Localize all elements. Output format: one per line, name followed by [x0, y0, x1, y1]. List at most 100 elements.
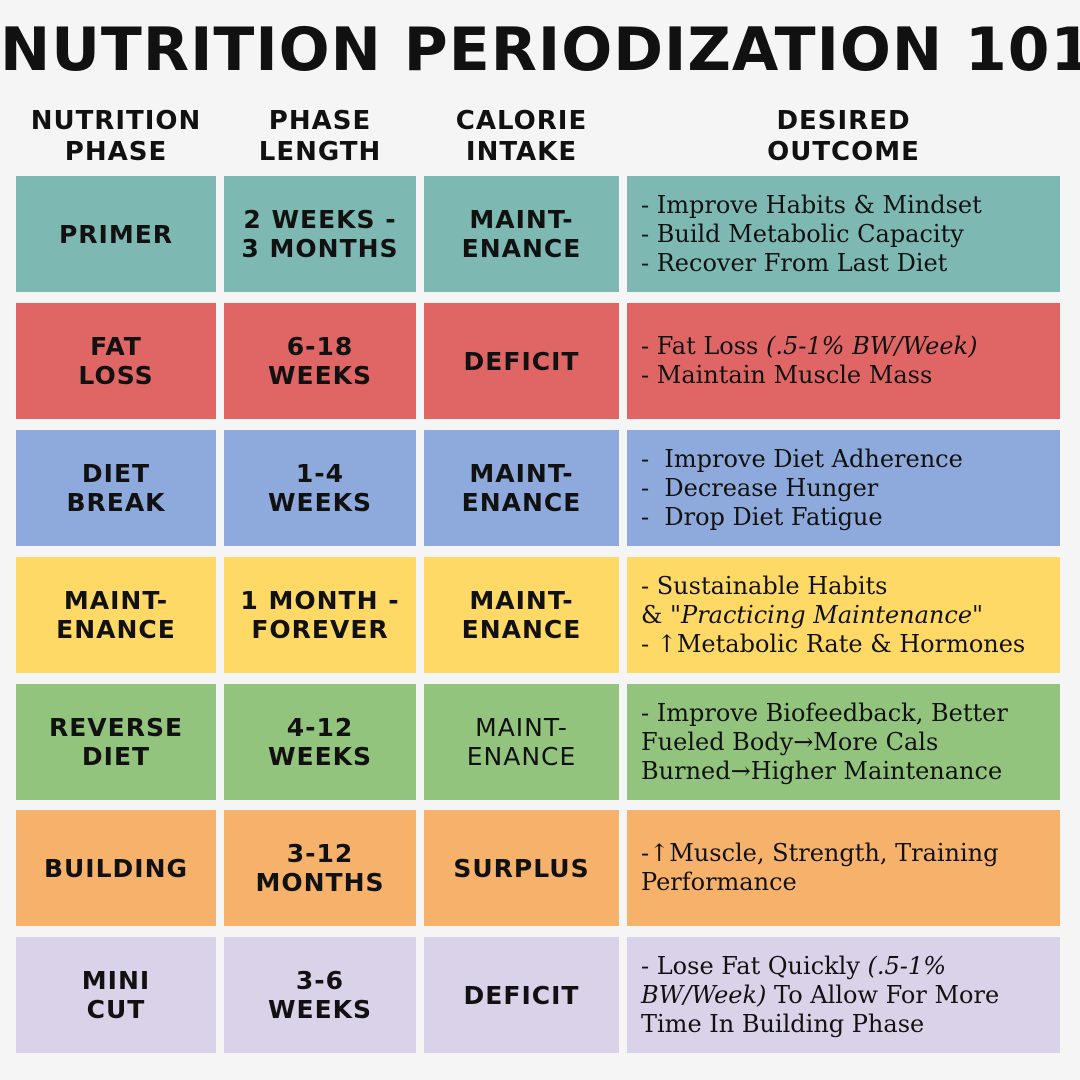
outcome-line: - Improve Habits & Mindset [641, 191, 982, 220]
outcome-text: - Improve Biofeedback, Better [641, 698, 1008, 727]
phase-cell: DIET BREAK [16, 430, 216, 546]
outcome-line: - Build Metabolic Capacity [641, 220, 964, 249]
phase-cell: MINI CUT [16, 937, 216, 1053]
outcome-text: Performance [641, 868, 797, 896]
outcome-text: Burned→Higher Maintenance [641, 756, 1003, 785]
phase-line: BUILDING [43, 853, 189, 883]
intake-line: ENANCE [466, 742, 577, 771]
outcome-text: - Decrease Hunger [641, 473, 879, 502]
length-line: 3-6 [295, 966, 345, 995]
phase-cell: FAT LOSS [16, 303, 216, 419]
length-cell: 6-18 WEEKS [224, 303, 416, 419]
length-line: FOREVER [251, 615, 389, 644]
phase-line: MINI [81, 966, 151, 995]
length-line: 3-12 [286, 839, 354, 868]
outcome-text: - Fat Loss [641, 332, 766, 360]
phase-line: BREAK [66, 488, 166, 517]
header-line: NUTRITION [30, 106, 202, 136]
outcome-line: BW/Week) To Allow For More [641, 981, 999, 1010]
header-phase: NUTRITION PHASE [16, 102, 216, 172]
intake-line: MAINT- [469, 205, 574, 234]
length-cell: 1-4 WEEKS [224, 430, 416, 546]
intake-cell: MAINT- ENANCE [424, 684, 619, 800]
outcome-line: - Drop Diet Fatigue [641, 503, 883, 532]
outcome-italic-text: (.5-1% [867, 951, 946, 980]
intake-line: MAINT- [469, 459, 574, 488]
outcome-line: - Fat Loss (.5-1% BW/Week) [641, 332, 978, 361]
outcome-line: Time In Building Phase [641, 1010, 924, 1039]
length-line: WEEKS [267, 995, 373, 1024]
outcome-text: Fueled Body→More Cals [641, 727, 939, 756]
outcome-text: - Recover From Last Diet [641, 248, 948, 277]
page-title: NUTRITION PERIODIZATION 101 [0, 15, 1080, 85]
intake-cell: DEFICIT [424, 303, 619, 419]
intake-line: ENANCE [461, 615, 582, 644]
outcome-text: To Allow For More [766, 980, 1000, 1009]
phase-cell: PRIMER [16, 176, 216, 292]
outcome-italic-text: (.5-1% BW/Week) [766, 332, 978, 360]
header-outcome: DESIRED OUTCOME [627, 102, 1060, 172]
outcome-italic-text: "Practicing Maintenance" [670, 600, 984, 629]
length-cell: 3-6 WEEKS [224, 937, 416, 1053]
header-line: PHASE [64, 137, 168, 167]
phase-line: LOSS [78, 361, 154, 390]
header-line: LENGTH [258, 137, 382, 167]
outcome-line: - Decrease Hunger [641, 474, 878, 503]
header-intake: CALORIE INTAKE [424, 102, 619, 172]
outcome-line: - Maintain Muscle Mass [641, 361, 932, 390]
intake-cell: MAINT- ENANCE [424, 176, 619, 292]
length-line: WEEKS [267, 742, 373, 771]
outcome-line: - Improve Biofeedback, Better [641, 699, 1008, 728]
intake-cell: MAINT- ENANCE [424, 430, 619, 546]
intake-line: DEFICIT [463, 980, 580, 1010]
header-line: DESIRED [776, 106, 911, 136]
outcome-text: - Sustainable Habits [641, 571, 888, 600]
outcome-line: - Recover From Last Diet [641, 249, 947, 278]
outcome-line: Fueled Body→More Cals [641, 728, 938, 757]
length-line: 6-18 [286, 332, 354, 361]
phase-line: PRIMER [58, 219, 174, 249]
phase-cell: REVERSE DIET [16, 684, 216, 800]
outcome-line: & "Practicing Maintenance" [641, 601, 983, 630]
phase-cell: BUILDING [16, 810, 216, 926]
header-line: CALORIE [455, 106, 588, 136]
intake-line: DEFICIT [463, 346, 580, 376]
length-line: 3 MONTHS [241, 234, 399, 263]
header-length: PHASE LENGTH [224, 102, 416, 172]
outcome-text: - Drop Diet Fatigue [641, 502, 883, 531]
header-line: OUTCOME [767, 137, 920, 167]
phase-line: ENANCE [56, 615, 176, 644]
outcome-cell: - Improve Diet Adherence - Decrease Hunge… [627, 430, 1060, 546]
length-cell: 3-12 MONTHS [224, 810, 416, 926]
outcome-text: & [641, 600, 670, 629]
intake-cell: DEFICIT [424, 937, 619, 1053]
outcome-text: - Maintain Muscle Mass [641, 361, 933, 389]
outcome-text: - ↑Metabolic Rate & Hormones [641, 629, 1026, 658]
header-line: INTAKE [465, 137, 578, 167]
outcome-text: - Lose Fat Quickly [641, 951, 868, 980]
length-line: WEEKS [267, 488, 373, 517]
intake-cell: MAINT- ENANCE [424, 557, 619, 673]
outcome-text: - Build Metabolic Capacity [641, 219, 964, 248]
outcome-italic-text: BW/Week) [641, 980, 767, 1009]
length-line: 2 WEEKS - [243, 205, 397, 234]
length-line: MONTHS [255, 868, 385, 897]
outcome-cell: - Lose Fat Quickly (.5-1% BW/Week) To All… [627, 937, 1060, 1053]
length-line: 4-12 [286, 713, 354, 742]
outcome-line: - Sustainable Habits [641, 572, 887, 601]
phase-line: MAINT- [63, 586, 169, 615]
phase-line: REVERSE [48, 713, 184, 742]
outcome-cell: - Improve Habits & Mindset - Build Metabo… [627, 176, 1060, 292]
outcome-cell: - Improve Biofeedback, Better Fueled Body… [627, 684, 1060, 800]
phase-line: FAT [90, 332, 142, 361]
outcome-text: -↑Muscle, Strength, Training [641, 839, 999, 867]
length-cell: 4-12 WEEKS [224, 684, 416, 800]
outcome-text: - Improve Diet Adherence [641, 444, 963, 473]
outcome-cell: -↑Muscle, Strength, Training Performance [627, 810, 1060, 926]
outcome-cell: - Fat Loss (.5-1% BW/Week) - Maintain Mus… [627, 303, 1060, 419]
length-cell: 2 WEEKS -3 MONTHS [224, 176, 416, 292]
outcome-text: Time In Building Phase [641, 1009, 925, 1038]
header-line: PHASE [268, 106, 372, 136]
intake-line: SURPLUS [453, 853, 590, 883]
